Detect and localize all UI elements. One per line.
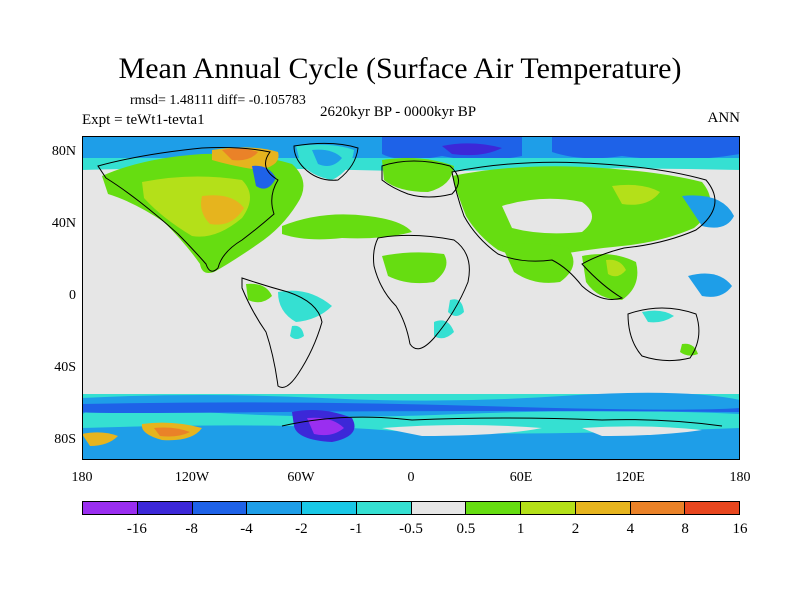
lon-tick-label: 60E: [509, 470, 533, 485]
lon-tick-label: 120W: [174, 470, 210, 485]
lat-tick-label: 40N: [51, 216, 76, 231]
colorbar-bin: [630, 502, 686, 514]
colorbar-label: 2: [571, 521, 580, 537]
lat-tick-label: 0: [69, 288, 76, 303]
coast-africa: [373, 234, 470, 350]
colorbar-label: -16: [126, 521, 147, 537]
colorbar-bin: [575, 502, 631, 514]
map-frame: [82, 136, 740, 460]
lon-tick-label: 60W: [287, 470, 315, 485]
africa-anomaly: [382, 252, 447, 284]
coast-south-america: [241, 277, 323, 388]
coastlines: [97, 142, 723, 427]
colorbar-label: -1: [349, 521, 363, 537]
colorbar-bin: [466, 502, 521, 514]
coast-australia: [627, 307, 700, 362]
plot-title: Mean Annual Cycle (Surface Air Temperatu…: [118, 52, 682, 85]
season-label: ANN: [707, 110, 741, 126]
south-america-cool: [278, 290, 332, 322]
coast-asia: [451, 161, 716, 300]
colorbar-bin: [83, 502, 138, 514]
colorbar-bin: [302, 502, 357, 514]
lon-tick-label: 180: [729, 470, 751, 485]
coast-antarctica: [281, 416, 723, 427]
rmsd-diff-stats: rmsd= 1.48111 diff= -0.105783: [130, 93, 306, 108]
lat-tick-label: 80S: [54, 432, 76, 447]
colorbar-bin: [247, 502, 302, 514]
lon-tick-label: 180: [71, 470, 93, 485]
colorbar-bin: [137, 502, 193, 514]
lon-tick-label: 120E: [615, 470, 645, 485]
colorbar-label: -0.5: [399, 521, 423, 537]
world-anomaly-map: [82, 136, 740, 460]
colorbar-label: 4: [626, 521, 635, 537]
colorbar: [82, 501, 740, 515]
colorbar-bin: [192, 502, 248, 514]
southeast-asia-anomaly: [582, 254, 638, 300]
coast-north-america: [97, 147, 279, 272]
coast-greenland: [293, 142, 359, 181]
colorbar-bin: [411, 502, 467, 514]
lon-tick-label: 0: [407, 470, 415, 485]
period-label: 2620kyr BP - 0000kyr BP: [320, 104, 477, 120]
colorbar-label: 0.5: [456, 521, 476, 537]
coast-europe: [381, 160, 459, 198]
lat-tick-label: 80N: [51, 144, 76, 159]
colorbar-label: 16: [732, 521, 748, 537]
europe-anomaly: [382, 158, 454, 192]
colorbar-label: -8: [185, 521, 198, 537]
colorbar-label: 1: [516, 521, 525, 537]
lat-tick-label: 40S: [54, 360, 76, 375]
colorbar-label: 8: [681, 521, 689, 537]
colorbar-bin: [521, 502, 576, 514]
colorbar-bin: [356, 502, 412, 514]
colorbar-bin: [685, 502, 739, 514]
colorbar-label: -2: [295, 521, 308, 537]
north-atlantic-anomaly: [282, 214, 412, 240]
experiment-label: Expt = teWt1-tevta1: [82, 112, 205, 128]
colorbar-label: -4: [240, 521, 253, 537]
